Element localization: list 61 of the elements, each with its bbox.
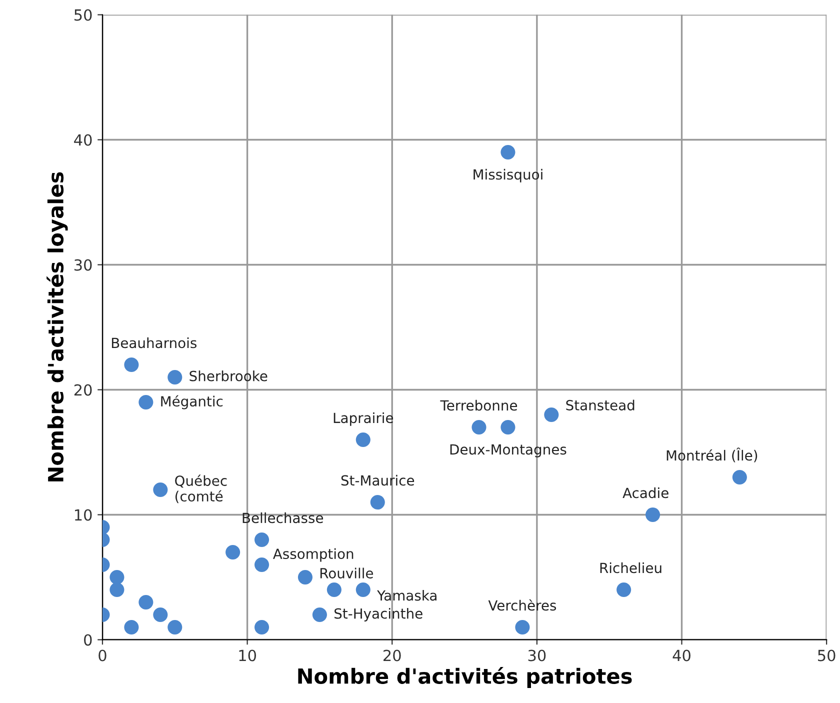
- annotation: Assomption: [272, 548, 354, 562]
- x-axis-title: Nombre d'activités patriotes: [298, 667, 632, 688]
- annotation: Beauharnois: [112, 337, 196, 348]
- point: [153, 607, 168, 622]
- annotation: Richelieu: [600, 562, 662, 574]
- annotation: Verchères: [488, 599, 556, 611]
- annotation: Québec (comté: [175, 474, 227, 504]
- point: [226, 544, 240, 560]
- point: [138, 394, 154, 410]
- point: [138, 594, 154, 610]
- annotation: Laprairie: [334, 412, 394, 426]
- point: [254, 532, 270, 548]
- annotation: Missisquoi: [474, 168, 542, 182]
- x-tick-label: 10: [239, 650, 256, 662]
- point: [500, 144, 516, 160]
- annotation: Terrebonne: [440, 400, 518, 411]
- point: [370, 494, 385, 510]
- annotation: Rouville: [320, 568, 374, 578]
- annotation: St-Maurice: [341, 474, 414, 486]
- y-tick-label: 50: [74, 9, 92, 21]
- point: [356, 582, 370, 598]
- point: [298, 570, 313, 585]
- y-axis-title: Nombre d'activités loyales: [46, 172, 68, 482]
- point: [254, 620, 270, 635]
- annotation: Montréal (Île): [666, 448, 758, 462]
- point: [732, 470, 747, 485]
- x-tick-label: 50: [818, 650, 836, 662]
- point: [356, 432, 370, 448]
- x-tick-label: 20: [384, 650, 401, 662]
- x-tick-label: 0: [98, 650, 106, 662]
- point: [515, 620, 530, 635]
- point: [168, 370, 182, 385]
- x-tick-label: 40: [672, 650, 690, 662]
- x-tick-label: 30: [528, 650, 546, 662]
- annotation: Acadie: [622, 487, 668, 498]
- point: [254, 557, 270, 572]
- point: [472, 420, 486, 435]
- point: [153, 482, 168, 498]
- point: [544, 407, 559, 422]
- point: [110, 582, 124, 598]
- point: [326, 582, 342, 598]
- point: [124, 620, 139, 635]
- annotation: Yamaska: [377, 590, 436, 601]
- annotation: Deux-Montagnes: [450, 444, 566, 458]
- point: [124, 357, 139, 372]
- annotation: Mégantic: [161, 395, 223, 410]
- annotation: St-Hyacinthe: [334, 608, 422, 622]
- annotation: Stanstead: [566, 400, 634, 410]
- point: [168, 620, 182, 635]
- point: [110, 570, 124, 585]
- point: [645, 507, 660, 522]
- point: [312, 607, 327, 622]
- point: [500, 420, 516, 435]
- y-tick-label: 0: [84, 634, 92, 646]
- y-tick-label: 20: [74, 384, 92, 396]
- annotation: Sherbrooke: [190, 370, 268, 382]
- point: [616, 582, 632, 598]
- y-tick-label: 30: [74, 259, 92, 271]
- y-tick-label: 40: [74, 134, 92, 146]
- annotation: Bellechasse: [242, 512, 324, 524]
- y-tick-label: 10: [74, 509, 92, 521]
